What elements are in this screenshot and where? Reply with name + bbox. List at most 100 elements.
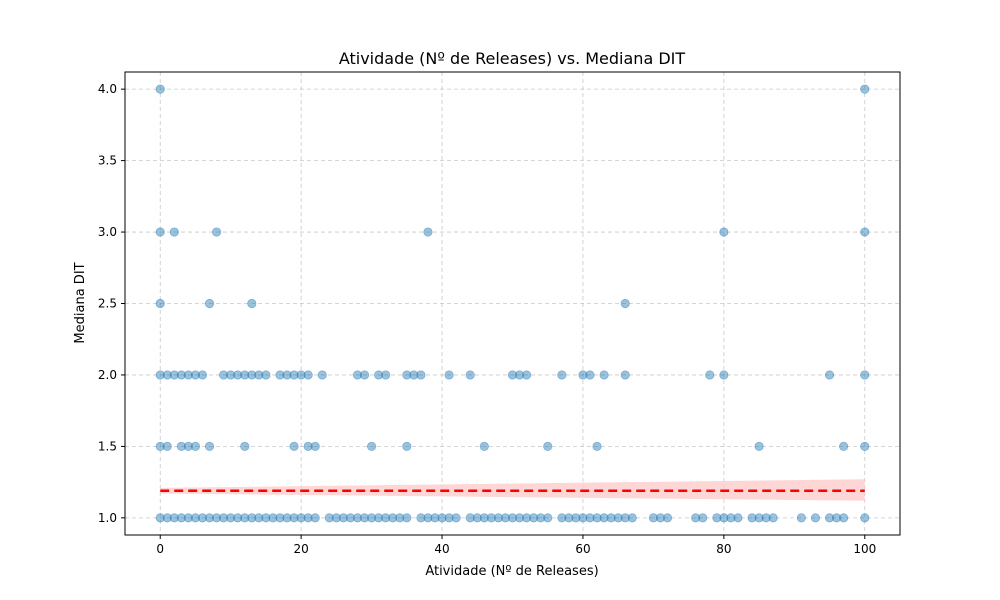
data-point bbox=[374, 370, 384, 380]
data-point bbox=[479, 513, 489, 523]
data-point bbox=[247, 513, 257, 523]
y-tick-label: 3.5 bbox=[98, 154, 117, 168]
data-point bbox=[352, 370, 363, 380]
data-point bbox=[381, 513, 391, 523]
data-point bbox=[860, 84, 870, 94]
data-point bbox=[395, 513, 405, 523]
x-tick-label: 0 bbox=[156, 542, 164, 556]
y-tick-label: 2.5 bbox=[98, 297, 117, 311]
data-point bbox=[599, 513, 609, 523]
data-point bbox=[831, 513, 842, 523]
data-point bbox=[402, 370, 412, 380]
data-point bbox=[211, 513, 222, 523]
data-point bbox=[310, 441, 320, 452]
data-point bbox=[282, 513, 292, 523]
data-point bbox=[176, 513, 186, 523]
data-point bbox=[240, 441, 250, 452]
y-axis-label: Mediana DIT bbox=[73, 262, 88, 343]
data-point bbox=[155, 441, 165, 452]
data-point bbox=[310, 513, 320, 523]
x-tick-label: 80 bbox=[716, 542, 731, 556]
data-point bbox=[507, 513, 518, 523]
data-point bbox=[219, 370, 229, 380]
data-point bbox=[571, 513, 581, 523]
data-point bbox=[472, 513, 482, 523]
data-point bbox=[514, 513, 525, 523]
data-point bbox=[352, 513, 363, 523]
data-points bbox=[155, 84, 870, 523]
data-point bbox=[698, 513, 708, 523]
data-point bbox=[345, 513, 356, 523]
data-point bbox=[860, 227, 870, 237]
data-point bbox=[557, 513, 567, 523]
data-point bbox=[691, 513, 701, 523]
data-point bbox=[444, 370, 454, 380]
data-point bbox=[543, 513, 553, 523]
data-point bbox=[162, 370, 172, 380]
data-point bbox=[514, 370, 525, 380]
x-axis-label: Atividade (Nº de Releases) bbox=[425, 564, 598, 579]
y-tick-label: 1.5 bbox=[98, 439, 117, 453]
data-point bbox=[233, 370, 243, 380]
data-point bbox=[543, 441, 553, 452]
data-point bbox=[247, 370, 257, 380]
data-point bbox=[761, 513, 771, 523]
data-point bbox=[359, 370, 370, 380]
data-point bbox=[162, 513, 172, 523]
data-point bbox=[240, 370, 250, 380]
data-point bbox=[486, 513, 496, 523]
data-point bbox=[620, 513, 630, 523]
data-point bbox=[416, 370, 426, 380]
data-point bbox=[839, 441, 849, 452]
data-point bbox=[169, 370, 179, 380]
data-point bbox=[606, 513, 616, 523]
data-point bbox=[592, 513, 602, 523]
data-point bbox=[860, 370, 870, 380]
data-point bbox=[423, 227, 433, 237]
data-point bbox=[521, 370, 532, 380]
data-point bbox=[289, 370, 299, 380]
y-axis-ticks: 1.0 1.5 2.0 2.5 3.0 3.5 4.0 bbox=[98, 82, 125, 525]
data-point bbox=[479, 441, 489, 452]
y-tick-label: 3.0 bbox=[98, 225, 117, 239]
data-point bbox=[359, 513, 370, 523]
data-point bbox=[282, 370, 292, 380]
data-point bbox=[303, 513, 313, 523]
data-point bbox=[733, 513, 743, 523]
data-point bbox=[627, 513, 637, 523]
data-point bbox=[296, 370, 306, 380]
data-point bbox=[296, 513, 306, 523]
data-point bbox=[338, 513, 349, 523]
data-point bbox=[585, 370, 595, 380]
data-point bbox=[240, 513, 250, 523]
x-tick-label: 20 bbox=[293, 542, 308, 556]
data-point bbox=[275, 370, 285, 380]
data-point bbox=[169, 513, 179, 523]
x-tick-label: 40 bbox=[434, 542, 449, 556]
data-point bbox=[233, 513, 243, 523]
data-point bbox=[254, 513, 264, 523]
data-point bbox=[190, 370, 201, 380]
data-point bbox=[204, 441, 215, 452]
data-point bbox=[155, 84, 165, 94]
x-tick-label: 100 bbox=[853, 542, 876, 556]
data-point bbox=[261, 370, 271, 380]
data-point bbox=[183, 441, 194, 452]
data-point bbox=[247, 298, 257, 309]
data-point bbox=[719, 513, 729, 523]
data-point bbox=[190, 441, 201, 452]
data-point bbox=[564, 513, 574, 523]
data-point bbox=[507, 370, 518, 380]
data-point bbox=[536, 513, 546, 523]
data-point bbox=[254, 370, 264, 380]
data-point bbox=[529, 513, 539, 523]
data-point bbox=[204, 513, 215, 523]
data-point bbox=[585, 513, 595, 523]
data-point bbox=[366, 441, 377, 452]
data-point bbox=[754, 513, 764, 523]
data-point bbox=[303, 441, 313, 452]
data-point bbox=[289, 513, 299, 523]
data-point bbox=[331, 513, 341, 523]
data-point bbox=[190, 513, 201, 523]
